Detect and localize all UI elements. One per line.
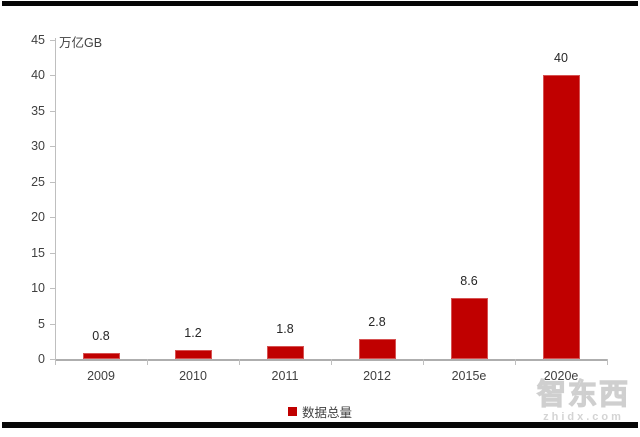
watermark-logo-text: 智东西: [536, 379, 630, 411]
y-tick-label: 15: [31, 245, 45, 260]
y-tick-mark: [50, 40, 55, 41]
bar-value-label: 1.2: [184, 326, 202, 341]
x-tick-mark: [515, 359, 516, 365]
y-tick-label: 0: [38, 352, 45, 366]
y-tick-mark: [50, 181, 55, 183]
bar: [82, 353, 120, 359]
y-axis: [55, 38, 56, 364]
x-category-label: 2010: [179, 369, 207, 383]
x-category-label: 2012: [363, 369, 391, 383]
legend-label: 数据总量: [301, 405, 352, 420]
bar: [450, 298, 488, 359]
y-axis-unit-label: 万亿GB: [59, 36, 103, 50]
top-border-rule: [2, 1, 638, 6]
x-tick-mark: [239, 359, 240, 365]
bar-value-label: 0.8: [92, 329, 110, 344]
x-category-label: 2020e: [543, 369, 579, 383]
x-category-label: 2015e: [451, 369, 487, 383]
y-tick-label: 25: [31, 174, 45, 189]
y-tick-label: 35: [31, 103, 45, 118]
y-tick-label: 20: [31, 210, 45, 225]
x-tick-mark: [331, 359, 332, 365]
bar-value-label: 2.8: [368, 315, 386, 330]
y-tick-mark: [50, 75, 55, 77]
x-category-label: 2009: [87, 369, 115, 383]
watermark: 智东西 zhidx.com: [536, 379, 630, 423]
legend-swatch-icon: [287, 406, 297, 416]
x-tick-mark: [607, 359, 608, 365]
bar-value-label: 1.8: [276, 322, 294, 337]
y-tick-mark: [50, 359, 55, 360]
y-tick-mark: [50, 110, 55, 112]
y-tick-label: 40: [31, 68, 45, 83]
bar: [266, 346, 304, 359]
bar: [542, 75, 580, 359]
y-tick-label: 45: [31, 33, 45, 47]
x-category-label: 2011: [271, 369, 299, 383]
y-tick-label: 30: [31, 139, 45, 154]
y-tick-label: 5: [38, 316, 45, 331]
x-tick-mark: [147, 359, 148, 365]
bottom-border-rule: [2, 422, 638, 428]
y-tick-label: 10: [31, 281, 45, 296]
y-tick-mark: [50, 252, 55, 254]
y-tick-mark: [50, 146, 55, 148]
bar: [174, 350, 212, 359]
bar-value-label: 40: [554, 51, 568, 66]
x-tick-mark: [423, 359, 424, 365]
bar-value-label: 8.6: [460, 274, 478, 289]
y-tick-mark: [50, 323, 55, 325]
x-tick-mark: [55, 359, 56, 365]
bar: [358, 339, 396, 359]
watermark-domain-text: zhidx.com: [543, 411, 624, 423]
legend: 数据总量: [0, 403, 640, 420]
y-tick-mark: [50, 217, 55, 219]
y-tick-mark: [50, 288, 55, 290]
